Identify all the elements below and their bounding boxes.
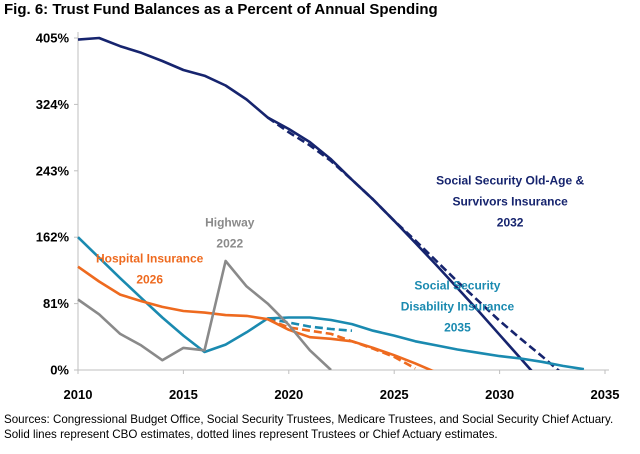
line-style-note: Solid lines represent CBO estimates, dot… [4,428,498,441]
chart-notes: Sources: Congressional Budget Office, So… [4,412,636,442]
series-line-di-solid [77,236,585,370]
annotation-di: Social Security Disability Insurance 2035 [401,279,515,335]
annotation-line: Social Security [414,279,500,293]
annotation-line: Social Security Old-Age & [436,174,584,188]
x-tick-label: 2015 [169,387,198,402]
axes: 0% 81% 162% 243% 324% 405% 2010 2015 2020 2025 203… [36,31,620,403]
series-line-oasi-solid [77,36,533,370]
annotation-line: Survivors Insurance [452,195,568,209]
annotation-line: Disability Insurance [401,300,515,314]
annotation-line: Hospital Insurance [96,252,204,266]
annotation-line: 2026 [136,273,163,287]
series-line-highway-solid [77,259,332,370]
annotation-line: Highway [205,216,255,230]
x-tick-label: 2020 [274,387,303,402]
annotation-line: 2035 [444,321,471,335]
sources-note: Sources: Congressional Budget Office, So… [4,413,614,426]
annotation-hi: Hospital Insurance 2026 [96,252,204,287]
x-tick-label: 2025 [380,387,409,402]
y-tick-label: 243% [36,163,70,178]
y-tick-label: 405% [36,31,70,46]
series-line-hi-solid [77,265,434,370]
y-tick-label: 0% [50,363,69,378]
y-tick-label: 324% [36,97,70,112]
annotation-line: 2022 [216,237,243,251]
series-line-oasi-dashed [266,116,561,370]
x-tick-label: 2030 [485,387,514,402]
x-tick-label: 2035 [591,387,620,402]
chart-title: Fig. 6: Trust Fund Balances as a Percent… [4,1,438,18]
y-tick-label: 162% [36,230,70,245]
series-lines [77,36,585,370]
annotation-line: 2032 [497,216,524,230]
series-line-di-dashed [267,317,353,332]
x-tick-label: 2010 [64,387,93,402]
series-annotations: Social Security Old-Age & Survivors Insur… [96,174,585,335]
y-tick-label: 81% [43,296,69,311]
annotation-oasi: Social Security Old-Age & Survivors Insur… [436,174,584,230]
annotation-highway: Highway 2022 [205,216,255,251]
